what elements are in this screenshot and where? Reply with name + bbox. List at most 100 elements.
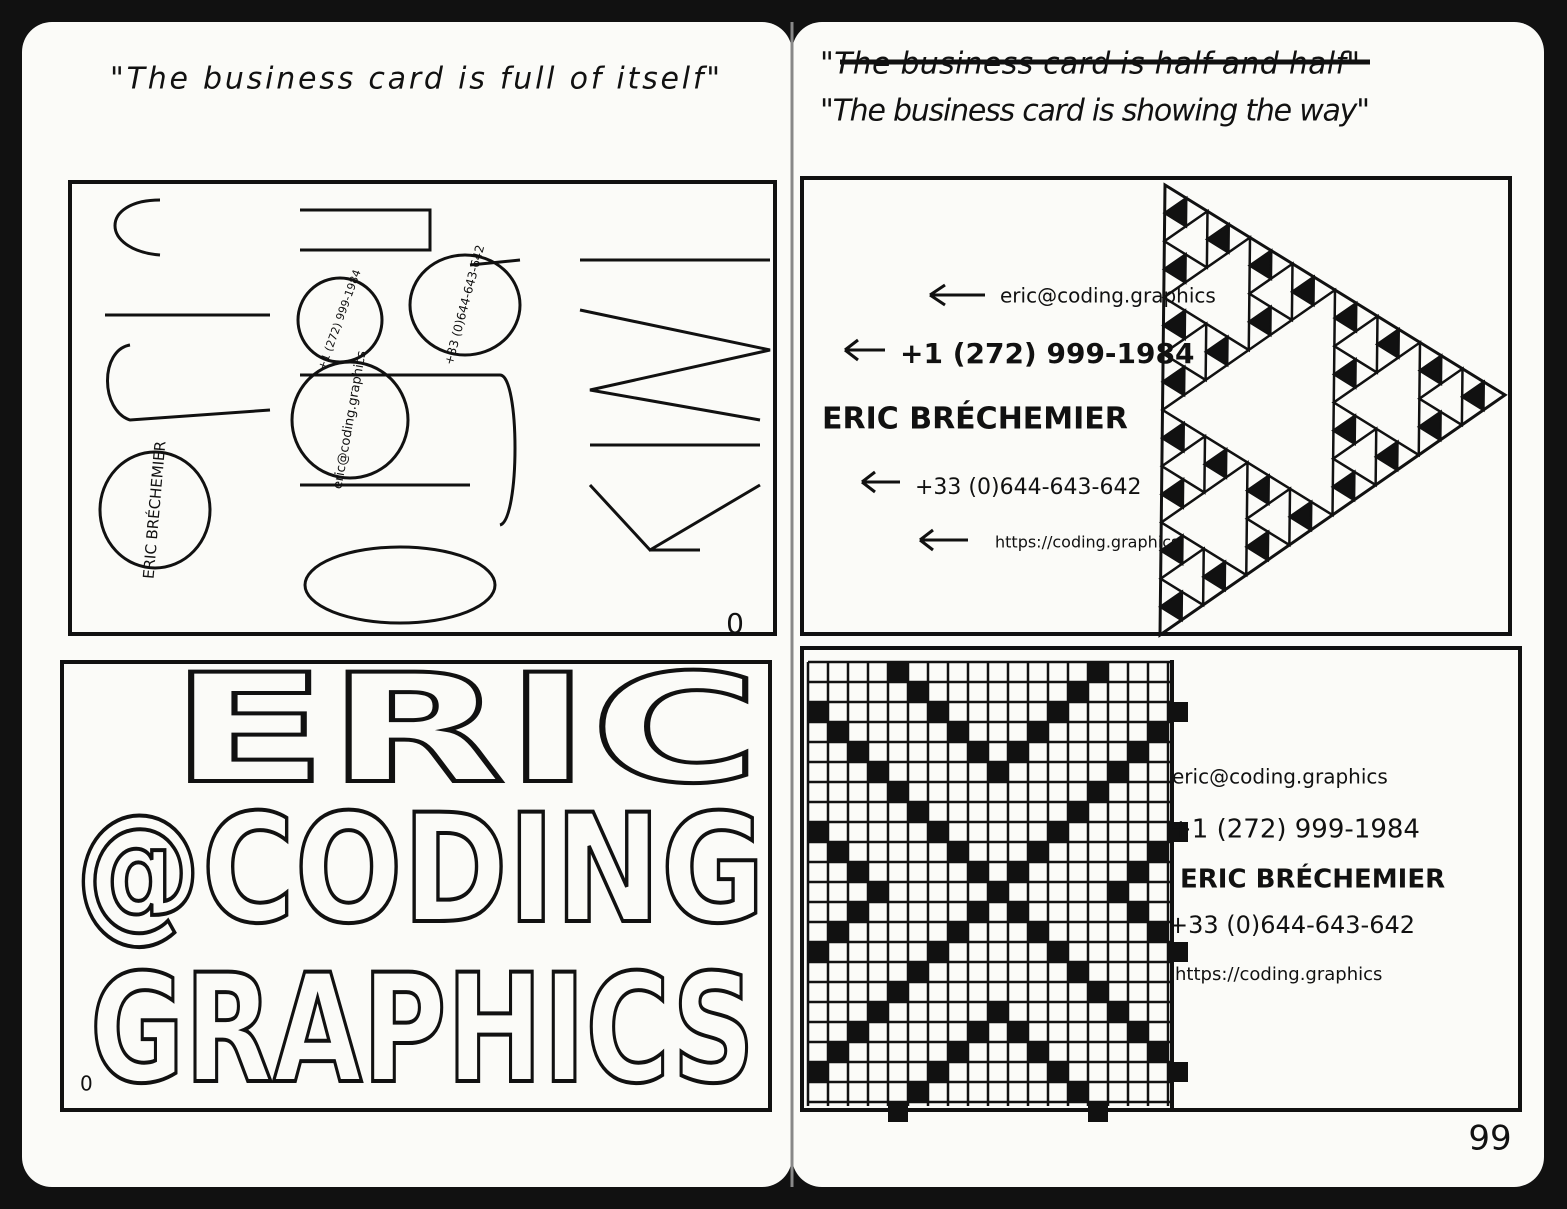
triangle <box>1289 274 1316 308</box>
triangle <box>1159 420 1186 454</box>
grid-cell <box>928 1062 948 1082</box>
grid-cell <box>928 942 948 962</box>
card-3 <box>60 660 772 1112</box>
grid-cell <box>1048 1062 1068 1082</box>
triangle <box>1247 248 1273 281</box>
card-4-phone2: +33 (0)644-643-642 <box>1168 911 1415 939</box>
card-2-phone2: +33 (0)644-643-642 <box>915 475 1141 500</box>
grid-cell <box>868 882 888 902</box>
grid-cell <box>988 1002 1008 1022</box>
grid-cell <box>888 662 908 682</box>
grid-cell <box>808 822 828 842</box>
grid-cell <box>848 862 868 882</box>
triangle <box>1204 221 1231 255</box>
grid-cell <box>1108 882 1128 902</box>
triangle <box>1162 195 1188 229</box>
grid-cell <box>848 1022 868 1042</box>
grid-cell <box>1108 762 1128 782</box>
triangle <box>1161 251 1187 285</box>
grid-cell <box>1088 662 1108 682</box>
grid-cell <box>1068 802 1088 822</box>
grid-cell <box>968 742 988 762</box>
grid-cell <box>1068 682 1088 702</box>
grid-cell <box>1148 1042 1168 1062</box>
grid-cell <box>1028 842 1048 862</box>
grid-cell <box>868 1002 888 1022</box>
triangle <box>1459 379 1486 413</box>
grid-cell <box>1148 922 1168 942</box>
circle <box>98 450 212 570</box>
grid-cell <box>988 762 1008 782</box>
triangle <box>1202 446 1228 480</box>
grid-cell <box>1108 1002 1128 1022</box>
card-4-email: eric@coding.graphics <box>1172 765 1388 789</box>
grid-cell <box>1128 742 1148 762</box>
card-1 <box>68 180 777 636</box>
card-4 <box>800 646 1522 1112</box>
card-2-url: https://coding.graphics <box>995 533 1179 552</box>
circle <box>290 360 410 480</box>
grid-cell <box>928 822 948 842</box>
grid-cell <box>828 722 848 742</box>
grid-cell <box>1008 1022 1028 1042</box>
card-2-name: ERIC BRÉCHEMIER <box>822 401 1128 437</box>
triangle <box>1332 300 1358 334</box>
grid-cell <box>968 902 988 922</box>
grid-cell <box>848 742 868 762</box>
page-number: 99 <box>1468 1119 1511 1159</box>
grid-cell <box>1128 1022 1148 1042</box>
card-3-mark: 0 <box>80 1072 93 1096</box>
grid-cell <box>1048 822 1068 842</box>
grid-cell <box>1148 722 1168 742</box>
triangle <box>1160 364 1186 398</box>
grid-cell <box>1028 722 1048 742</box>
grid-cell <box>908 802 928 822</box>
grid-cell <box>888 982 908 1002</box>
grid-cell <box>908 962 928 982</box>
grid-cell <box>968 862 988 882</box>
grid-cell <box>948 1042 968 1062</box>
triangle <box>1158 533 1184 566</box>
triangle <box>1416 409 1442 443</box>
grid-cell <box>828 842 848 862</box>
circle <box>303 545 497 625</box>
grid-cell <box>1008 902 1028 922</box>
card-4-url: https://coding.graphics <box>1175 964 1382 985</box>
card-2 <box>800 176 1512 636</box>
grid-cell <box>828 1042 848 1062</box>
grid-cell <box>868 762 888 782</box>
grid-cell <box>1088 1102 1108 1122</box>
card-1-mark: 0 <box>726 607 744 640</box>
card-3-line-3: GRAPHICS <box>90 943 755 1117</box>
triangle <box>1201 559 1227 593</box>
triangle <box>1158 589 1184 623</box>
circle <box>408 253 522 357</box>
triangle <box>1417 353 1443 386</box>
triangle <box>1287 499 1313 533</box>
grid-cell <box>948 722 968 742</box>
triangle <box>1331 356 1357 390</box>
triangle <box>1244 473 1271 506</box>
triangle <box>1161 308 1187 341</box>
triangle <box>1203 334 1229 368</box>
grid-cell <box>948 842 968 862</box>
triangle <box>1331 413 1357 446</box>
grid-cell <box>1068 1082 1088 1102</box>
grid-cell <box>1048 942 1068 962</box>
card-4-name: ERIC BRÉCHEMIER <box>1180 863 1445 895</box>
card-2-phone: +1 (272) 999-1984 <box>900 337 1194 370</box>
card-3-line-2: @CODING <box>75 783 765 957</box>
grid-cell <box>1088 982 1108 1002</box>
grid-cell <box>988 882 1008 902</box>
grid-cell <box>1068 962 1088 982</box>
card-4-phone: +1 (272) 999-1984 <box>1170 815 1420 845</box>
grid-cell <box>968 1022 988 1042</box>
grid-cell <box>1128 902 1148 922</box>
grid-cell <box>848 902 868 922</box>
card-2-email: eric@coding.graphics <box>1000 284 1216 308</box>
triangle <box>1159 476 1185 510</box>
grid-cell <box>948 922 968 942</box>
grid-pattern <box>806 660 1188 1122</box>
grid-cell <box>908 1082 928 1102</box>
